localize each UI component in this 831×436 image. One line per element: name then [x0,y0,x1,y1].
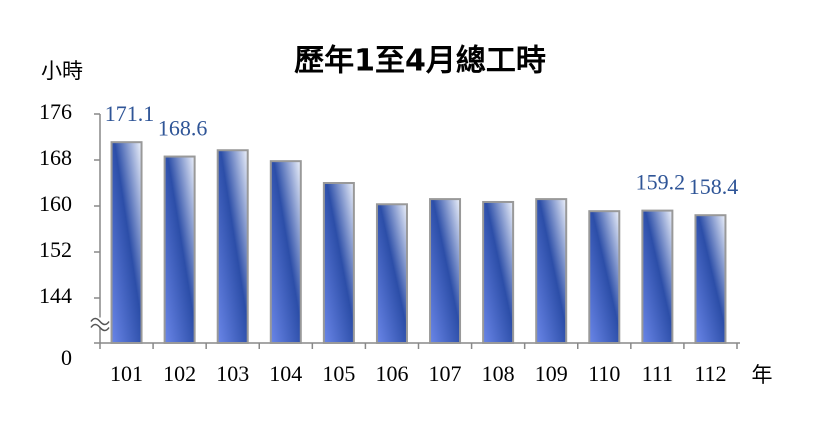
bar [482,200,515,344]
y-tick-label: 144 [39,283,72,308]
x-tick-label: 110 [588,361,620,386]
x-tick-label: 111 [642,361,673,386]
x-tick-label: 102 [163,361,196,386]
y-tick-label: 152 [39,237,72,262]
chart-title: 歷年1至4月總工時 [294,44,546,79]
value-label: 171.1 [105,101,155,126]
x-tick-label: 112 [694,361,726,386]
x-tick-label: 101 [110,361,143,386]
bar [535,198,568,344]
x-tick-label: 106 [375,361,408,386]
bar [694,214,727,344]
axis-break [90,317,110,326]
y-axis-label: 小時 [41,59,83,83]
bar [110,141,143,344]
bar [588,210,621,344]
bar [429,198,462,344]
y-tick-label: 176 [39,99,72,124]
bar [641,209,674,344]
bar [216,149,249,344]
bar [322,182,355,344]
bar [269,160,302,344]
value-label: 168.6 [158,116,208,141]
y-tick-label: 160 [39,191,72,216]
x-tick-label: 109 [535,361,568,386]
x-tick-label: 108 [482,361,515,386]
y-tick-label: 168 [39,145,72,170]
y-tick-label: 0 [61,345,72,370]
x-tick-label: 104 [269,361,302,386]
x-tick-label: 107 [429,361,462,386]
bar [163,155,196,344]
axis-break [90,323,110,332]
x-tick-label: 103 [216,361,249,386]
x-tick-label: 105 [322,361,355,386]
value-label: 159.2 [636,170,686,195]
bar [375,203,408,344]
value-label: 158.4 [689,174,739,199]
x-axis-label: 年 [752,363,773,387]
